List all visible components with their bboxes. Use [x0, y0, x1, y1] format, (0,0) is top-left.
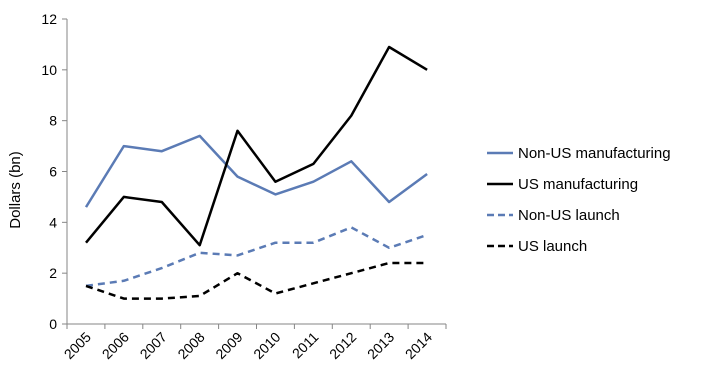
y-tick-label: 10 — [41, 62, 57, 78]
y-tick-label: 4 — [49, 214, 57, 230]
y-tick-label: 8 — [49, 113, 57, 129]
legend: Non-US manufacturing US manufacturing Non-… — [487, 145, 671, 255]
series-line-non-us-manufacturing — [84, 134, 428, 208]
x-tick-label: 2006 — [99, 329, 132, 362]
x-axis: 2005 2006 2007 2008 2009 2010 2011 2012 2013 2014 — [61, 323, 447, 362]
x-tick-label: 2011 — [289, 329, 322, 362]
x-tick-label: 2007 — [137, 329, 170, 362]
legend-label: US manufacturing — [518, 176, 638, 193]
series-line-us-manufacturing — [85, 45, 428, 247]
series-line-non-us-launch — [85, 226, 428, 288]
x-tick-label: 2005 — [61, 329, 94, 362]
series-lines — [84, 45, 428, 300]
series-line-us-launch — [85, 261, 428, 300]
y-tick-label: 12 — [41, 11, 57, 27]
x-tick-label: 2008 — [174, 329, 207, 362]
y-tick-label: 2 — [49, 265, 57, 281]
x-tick-label: 2013 — [364, 329, 397, 362]
x-tick-label: 2012 — [326, 329, 359, 362]
y-tick-label: 0 — [49, 316, 57, 332]
legend-label: US launch — [518, 238, 587, 255]
legend-label: Non-US launch — [518, 207, 620, 224]
y-axis: 0 2 4 6 8 10 12 — [41, 11, 68, 332]
legend-label: Non-US manufacturing — [518, 145, 671, 162]
y-axis-title: Dollars (bn) — [7, 151, 24, 229]
x-tick-label: 2009 — [212, 329, 245, 362]
x-tick-label: 2014 — [402, 329, 435, 362]
x-tick-label: 2010 — [250, 329, 283, 362]
y-tick-label: 6 — [49, 164, 57, 180]
